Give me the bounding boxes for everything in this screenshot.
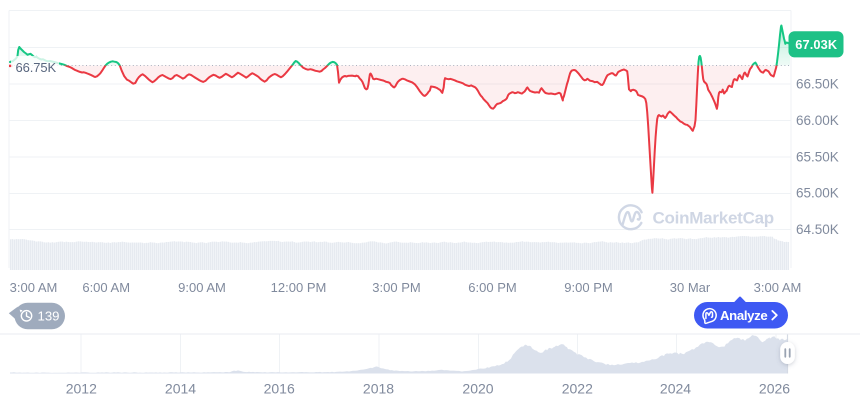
svg-text:66.50K: 66.50K [796,77,839,92]
svg-text:2014: 2014 [165,380,196,396]
svg-text:139: 139 [38,309,60,324]
svg-text:12:00 PM: 12:00 PM [271,280,327,295]
svg-text:65.00K: 65.00K [796,186,839,201]
svg-text:2016: 2016 [264,380,295,396]
svg-text:2018: 2018 [363,380,394,396]
svg-text:2012: 2012 [66,380,97,396]
svg-text:64.50K: 64.50K [796,222,839,237]
svg-text:3:00 AM: 3:00 AM [754,280,802,295]
svg-text:CoinMarketCap: CoinMarketCap [653,209,774,228]
svg-text:3:00 PM: 3:00 PM [372,280,420,295]
svg-text:3:00 AM: 3:00 AM [10,280,58,295]
svg-text:66.75K: 66.75K [16,60,57,75]
svg-text:65.50K: 65.50K [796,149,839,164]
svg-text:2022: 2022 [562,380,593,396]
svg-text:2020: 2020 [462,380,493,396]
svg-text:9:00 PM: 9:00 PM [564,280,612,295]
svg-text:2026: 2026 [759,380,790,396]
svg-text:Analyze: Analyze [720,308,767,323]
svg-text:6:00 AM: 6:00 AM [82,280,130,295]
svg-text:66.00K: 66.00K [796,113,839,128]
svg-text:30 Mar: 30 Mar [670,280,711,295]
svg-text:2024: 2024 [660,380,691,396]
svg-text:67.03K: 67.03K [795,37,838,52]
svg-text:6:00 PM: 6:00 PM [468,280,516,295]
svg-text:9:00 AM: 9:00 AM [178,280,226,295]
